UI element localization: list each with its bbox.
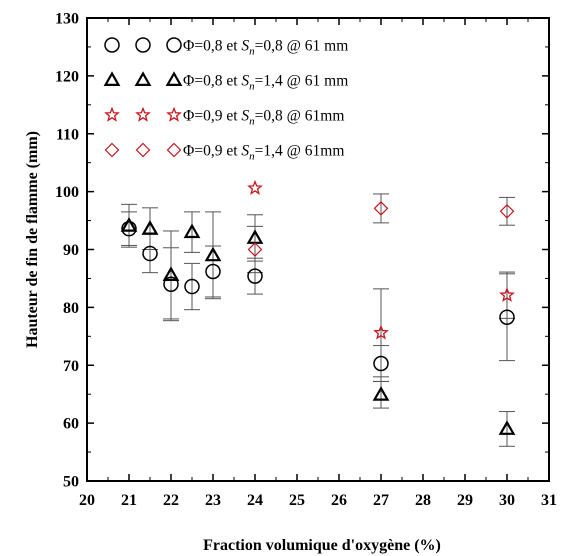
- legend-label-symbol: S: [241, 73, 249, 90]
- legend-symbol-circle: [135, 37, 151, 53]
- data-point-triangle: [120, 217, 138, 232]
- legend-label: Φ=0,9 et Sn=1,4 @ 61mm: [183, 143, 344, 163]
- data-point-triangle: [183, 223, 201, 239]
- legend-symbol-triangle: [134, 71, 152, 86]
- legend-symbol-circle: [104, 37, 120, 53]
- data-point-circle: [142, 245, 158, 262]
- data-point-diamond: [373, 201, 389, 216]
- data-point-circle: [163, 276, 179, 292]
- x-axis-title: Fraction volumique d'oxygène (%): [203, 537, 441, 554]
- x-tick-label: 26: [331, 492, 347, 509]
- legend-symbol-triangle: [103, 71, 121, 86]
- y-tick-label: 100: [55, 184, 79, 201]
- legend-label-part: Φ=0,8 et: [183, 73, 241, 90]
- y-tick-label: 120: [55, 68, 79, 85]
- error-bars: [121, 193, 515, 447]
- y-tick-label: 80: [63, 300, 79, 317]
- x-tick-label: 22: [163, 492, 179, 509]
- data-point-triangle: [162, 266, 180, 281]
- legend-symbol-diamond: [166, 142, 182, 158]
- legend-symbol-diamond: [104, 142, 120, 158]
- legend-label: Φ=0,9 et Sn=0,8 @ 61mm: [183, 108, 344, 128]
- y-tick-label: 50: [63, 474, 79, 491]
- legend-symbol-triangle: [165, 71, 183, 86]
- data-point-star: [499, 286, 515, 302]
- legend-label-part: =1,4 @ 61mm: [255, 143, 345, 160]
- data-point-triangle: [498, 420, 516, 435]
- legend-label-part: Φ=0,9 et: [183, 143, 241, 160]
- legend-symbol-star: [135, 106, 151, 122]
- y-tick-label: 110: [56, 126, 79, 143]
- legend-label: Φ=0,8 et Sn=1,4 @ 61 mm: [183, 73, 348, 93]
- legend-label-subscript: n: [249, 46, 255, 58]
- legend-label-part: =0,8 @ 61 mm: [255, 38, 349, 55]
- x-tick-label: 29: [457, 492, 473, 509]
- x-tick-label: 30: [499, 492, 515, 509]
- legend-label-part: =0,8 @ 61mm: [255, 108, 345, 125]
- legend-label-part: =1,4 @ 61 mm: [255, 73, 349, 90]
- legend-symbol-star: [104, 106, 120, 122]
- legend-symbol-circle: [166, 37, 182, 53]
- legend-symbol-diamond: [135, 142, 151, 158]
- data-point-triangle: [141, 219, 159, 235]
- legend-symbol-star: [166, 106, 182, 122]
- axes: 20 21 22 23 24 25 26 27 28 29 30 31 50 60 70 80 90 100 110…: [24, 11, 557, 555]
- data-point-triangle: [204, 246, 222, 262]
- data-point-circle: [205, 263, 221, 280]
- data-point-circle: [247, 268, 263, 284]
- y-tick-label: 90: [63, 242, 79, 259]
- x-tick-label: 28: [415, 492, 431, 509]
- data-markers: [120, 179, 516, 435]
- legend-label: Φ=0,8 et Sn=0,8 @ 61 mm: [183, 38, 348, 58]
- x-tick-label: 24: [247, 492, 263, 509]
- data-point-circle: [499, 309, 515, 325]
- y-tick-label: 60: [63, 416, 79, 433]
- legend-label-part: Φ=0,8 et: [183, 38, 241, 55]
- x-tick-label: 25: [289, 492, 305, 509]
- x-tick-label: 23: [205, 492, 221, 509]
- data-point-circle: [184, 278, 200, 295]
- x-tick-label: 31: [541, 492, 557, 509]
- legend-label-symbol: S: [241, 38, 249, 55]
- x-tick-label: 27: [373, 492, 389, 509]
- data-point-triangle: [372, 386, 390, 401]
- legend: Φ=0,8 et Sn=0,8 @ 61 mmΦ=0,8 et Sn=1,4 @…: [88, 19, 388, 163]
- data-point-star: [247, 179, 263, 195]
- legend-label-symbol: S: [241, 143, 249, 160]
- data-point-circle: [373, 355, 389, 372]
- y-axis-title: Hauteur de fin de flamme (mm): [24, 131, 41, 348]
- legend-label-symbol: S: [241, 108, 249, 125]
- legend-label-subscript: n: [249, 116, 255, 128]
- legend-label-subscript: n: [249, 151, 255, 163]
- legend-background: [88, 19, 388, 161]
- data-point-diamond: [247, 242, 263, 257]
- data-point-circle: [121, 220, 137, 237]
- data-point-diamond: [499, 203, 515, 219]
- x-tick-label: 20: [79, 492, 95, 509]
- y-tick-label: 130: [55, 11, 79, 28]
- data-point-star: [373, 324, 389, 340]
- legend-label-part: Φ=0,9 et: [183, 108, 241, 125]
- y-tick-label: 70: [63, 358, 79, 375]
- x-tick-label: 21: [121, 492, 137, 509]
- legend-label-subscript: n: [249, 81, 255, 93]
